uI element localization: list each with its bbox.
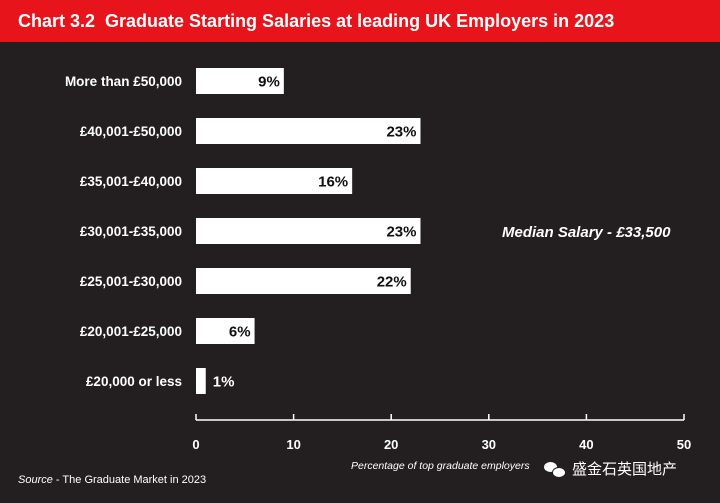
source-prefix: Source bbox=[18, 474, 53, 486]
bar bbox=[196, 118, 421, 144]
x-tick-label: 0 bbox=[192, 437, 199, 452]
x-tick-label: 10 bbox=[286, 437, 300, 452]
category-labels: More than £50,000 £40,001-£50,000 £35,001-… bbox=[65, 74, 182, 389]
bar-chart: More than £50,000 £40,001-£50,000 £35,001-… bbox=[65, 68, 691, 452]
category-label: £30,001-£35,000 bbox=[80, 224, 182, 239]
category-label: £20,001-£25,000 bbox=[80, 324, 182, 339]
x-axis: 0 10 20 30 40 50 bbox=[192, 414, 691, 452]
category-label: £20,000 or less bbox=[86, 374, 182, 389]
data-label: 22% bbox=[377, 274, 407, 291]
data-label: 16% bbox=[318, 174, 348, 191]
watermark: 盛金石英国地产 bbox=[544, 458, 677, 479]
bar bbox=[196, 168, 353, 194]
x-tick-label: 40 bbox=[579, 437, 593, 452]
data-label: 6% bbox=[229, 324, 251, 341]
chart-number: Chart 3.2 bbox=[18, 10, 96, 31]
category-label: £25,001-£30,000 bbox=[80, 274, 182, 289]
bar bbox=[196, 318, 255, 344]
category-label: £40,001-£50,000 bbox=[80, 124, 182, 139]
bar bbox=[196, 68, 284, 94]
data-labels: 9% 23% 16% 23% 22% 6% 1% bbox=[213, 74, 417, 391]
x-tick-label: 30 bbox=[482, 437, 496, 452]
data-label: 23% bbox=[386, 224, 416, 241]
x-axis-label: Percentage of top graduate employers bbox=[351, 460, 530, 472]
watermark-text: 盛金石英国地产 bbox=[572, 461, 678, 478]
x-tick-label: 20 bbox=[384, 437, 398, 452]
data-label: 23% bbox=[386, 124, 416, 141]
data-label: 1% bbox=[213, 374, 235, 391]
median-annotation: Median Salary - £33,500 bbox=[502, 224, 671, 241]
source-text: - The Graduate Market in 2023 bbox=[52, 474, 207, 486]
category-label: More than £50,000 bbox=[65, 74, 182, 89]
bars bbox=[196, 68, 421, 394]
chart-header: Chart 3.2 Graduate Starting Salaries at … bbox=[0, 0, 720, 42]
bar bbox=[196, 218, 421, 244]
data-label: 9% bbox=[258, 74, 280, 91]
x-tick-label: 50 bbox=[677, 437, 691, 452]
bar bbox=[196, 268, 411, 294]
wechat-icon bbox=[544, 460, 566, 478]
source-note: Source - The Graduate Market in 2023 bbox=[18, 474, 206, 486]
category-label: £35,001-£40,000 bbox=[80, 174, 182, 189]
bar bbox=[196, 368, 206, 394]
chart-title: Graduate Starting Salaries at leading UK… bbox=[105, 10, 615, 31]
